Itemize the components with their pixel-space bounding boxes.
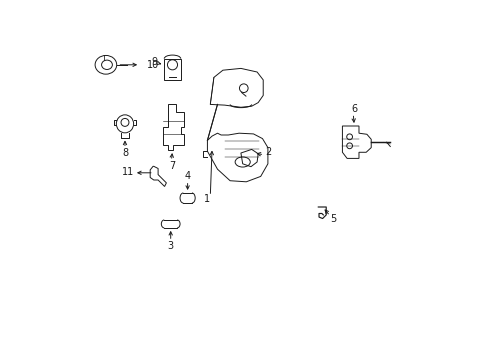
Text: 8: 8 (122, 148, 128, 158)
Text: 9: 9 (151, 57, 157, 67)
Text: 6: 6 (350, 104, 357, 114)
Text: 2: 2 (264, 147, 270, 157)
Text: 1: 1 (204, 194, 210, 204)
Text: 10: 10 (146, 60, 159, 70)
Text: 7: 7 (169, 161, 175, 171)
Text: 5: 5 (330, 213, 336, 224)
Text: 3: 3 (167, 240, 173, 251)
Text: 4: 4 (184, 171, 190, 181)
Bar (164, 59, 181, 80)
Text: 11: 11 (122, 167, 134, 177)
